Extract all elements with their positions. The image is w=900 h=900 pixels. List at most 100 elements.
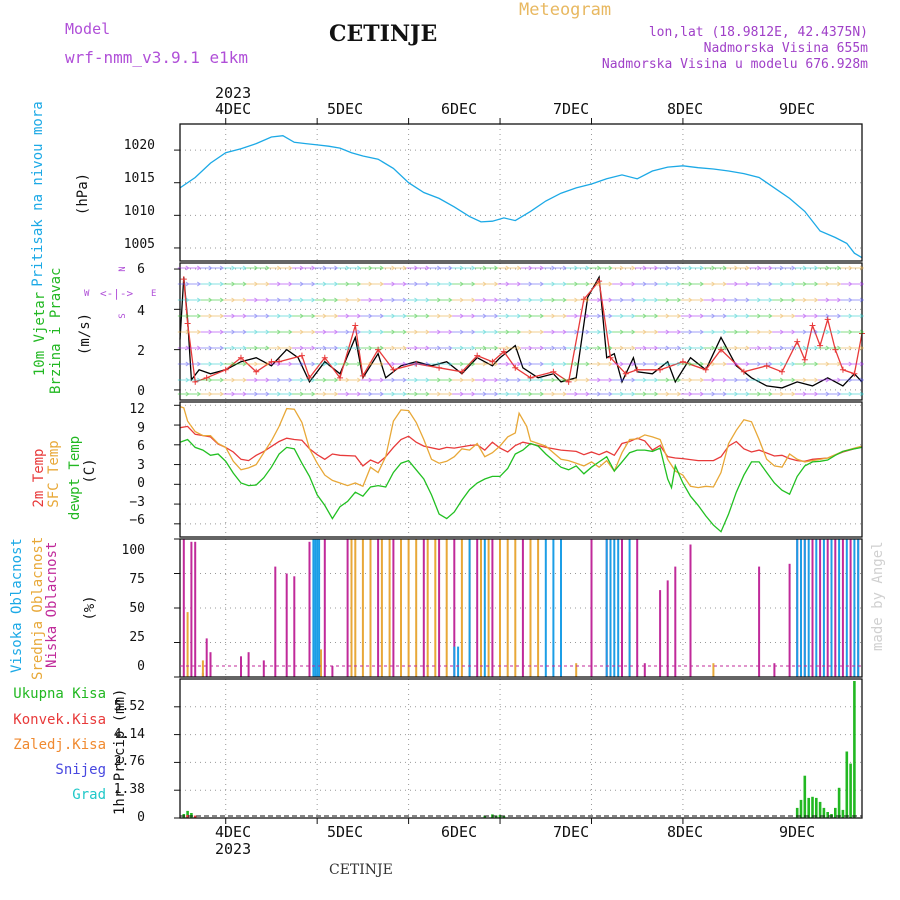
bar-visoka-oblacnost <box>628 539 631 677</box>
wind-arrow <box>612 265 625 271</box>
wind-arrow <box>303 391 316 397</box>
wind-arrow <box>463 297 476 303</box>
wind-arrow <box>314 313 327 319</box>
gust-marker <box>702 366 709 373</box>
wind-arrow <box>303 345 316 351</box>
wind-arrow <box>669 391 682 397</box>
gust-marker <box>851 370 858 377</box>
wind-arrow <box>303 313 316 319</box>
wind-arrow <box>394 329 407 335</box>
wind-arrow <box>680 361 693 367</box>
bar-niska-oblacnost <box>422 539 425 677</box>
wind-arrow <box>532 265 545 271</box>
pressure-tick: 1010 <box>123 204 155 219</box>
gust-marker <box>801 356 808 363</box>
bar-visoka-oblacnost <box>316 539 319 677</box>
bar-ukupna-kisa <box>834 807 837 818</box>
wind-arrow <box>269 265 282 271</box>
wind-arrow <box>555 329 567 335</box>
bar-srednja-oblacnost <box>186 612 189 677</box>
wind-arrow <box>314 265 327 271</box>
wind-tick: 0 <box>137 384 145 399</box>
day-label-top-4: 8DEC <box>667 100 704 118</box>
wind-arrow <box>509 377 522 383</box>
gust-marker <box>298 352 305 359</box>
wind-arrow <box>314 281 327 287</box>
cloud-tick: 0 <box>137 659 145 674</box>
wind-arrow <box>486 281 499 287</box>
bar-niska-oblacnost <box>392 539 395 677</box>
wind-arrow <box>474 329 487 335</box>
wind-arrow <box>532 313 545 319</box>
gust-marker <box>500 348 507 355</box>
bar-niska-oblacnost <box>438 539 441 677</box>
wind-arrow <box>360 297 373 303</box>
wind-arrow <box>715 265 727 271</box>
wind-arrow <box>200 361 213 367</box>
wind-arrow <box>212 265 225 271</box>
wind-arrow <box>269 281 282 287</box>
wind-arrow <box>692 361 705 367</box>
wind-arrow <box>566 361 579 367</box>
wind-arrow <box>509 281 522 287</box>
legend-snijeg: Snijeg <box>55 762 106 778</box>
wind-arrow <box>463 265 476 271</box>
wind-arrow <box>349 313 362 319</box>
wind-arrow <box>314 377 327 383</box>
wind-arrow <box>852 345 865 351</box>
bar-ukupna-kisa <box>807 797 810 818</box>
wind-arrow <box>200 345 213 351</box>
wind-arrow <box>817 391 830 397</box>
temp-tick: 0 <box>137 476 145 491</box>
wind-arrow <box>303 281 316 287</box>
wind-arrow <box>497 391 510 397</box>
wind-arrow <box>715 377 727 383</box>
bar-niska-oblacnost <box>659 590 662 677</box>
wind-arrow <box>555 297 567 303</box>
wind-arrow <box>646 329 659 335</box>
wind-arrow <box>177 345 190 351</box>
wind-arrow <box>303 361 316 367</box>
wind-arrow <box>737 265 750 271</box>
gust-marker <box>634 366 641 373</box>
wind-arrow <box>760 391 773 397</box>
wind-arrow <box>680 377 693 383</box>
gust-marker <box>607 354 614 361</box>
wind-arrow <box>566 313 579 319</box>
wind-arrow <box>760 281 773 287</box>
bar-visoka-oblacnost <box>457 646 460 677</box>
wind-arrow <box>612 313 625 319</box>
wind-arrow <box>646 281 659 287</box>
wind-arrow <box>314 391 327 397</box>
wind-arrow <box>726 377 739 383</box>
wind-arrow <box>520 377 533 383</box>
wind-arrow <box>783 361 796 367</box>
wind-arrow <box>852 297 865 303</box>
bar-srednja-oblacnost <box>529 539 532 677</box>
wind-arrow <box>680 297 693 303</box>
wind-arrow <box>326 391 339 397</box>
wind-arrow <box>783 391 796 397</box>
wind-arrow <box>600 345 613 351</box>
wind-arrow <box>726 361 739 367</box>
wind-arrow <box>657 265 670 271</box>
wind-arrow <box>589 265 602 271</box>
wind-arrow <box>829 391 842 397</box>
wind-arrow <box>200 391 213 397</box>
wind-arrow <box>223 297 236 303</box>
bar-srednja-oblacnost <box>445 539 448 677</box>
gust-marker <box>237 354 244 361</box>
wind-arrow <box>749 361 762 367</box>
wind-arrow <box>189 329 202 335</box>
wind-arrow <box>703 313 716 319</box>
wind-arrow <box>543 391 556 397</box>
wind-arrow <box>452 391 465 397</box>
wind-arrow <box>532 361 545 367</box>
wind-arrow <box>257 297 270 303</box>
bar-ukupna-kisa <box>815 797 818 818</box>
bar-niska-oblacnost <box>666 580 669 677</box>
wind-arrow <box>177 329 190 335</box>
wind-arrow <box>623 313 636 319</box>
wind-arrow <box>234 329 247 335</box>
day-label-bottom-4: 8DEC <box>667 823 704 841</box>
